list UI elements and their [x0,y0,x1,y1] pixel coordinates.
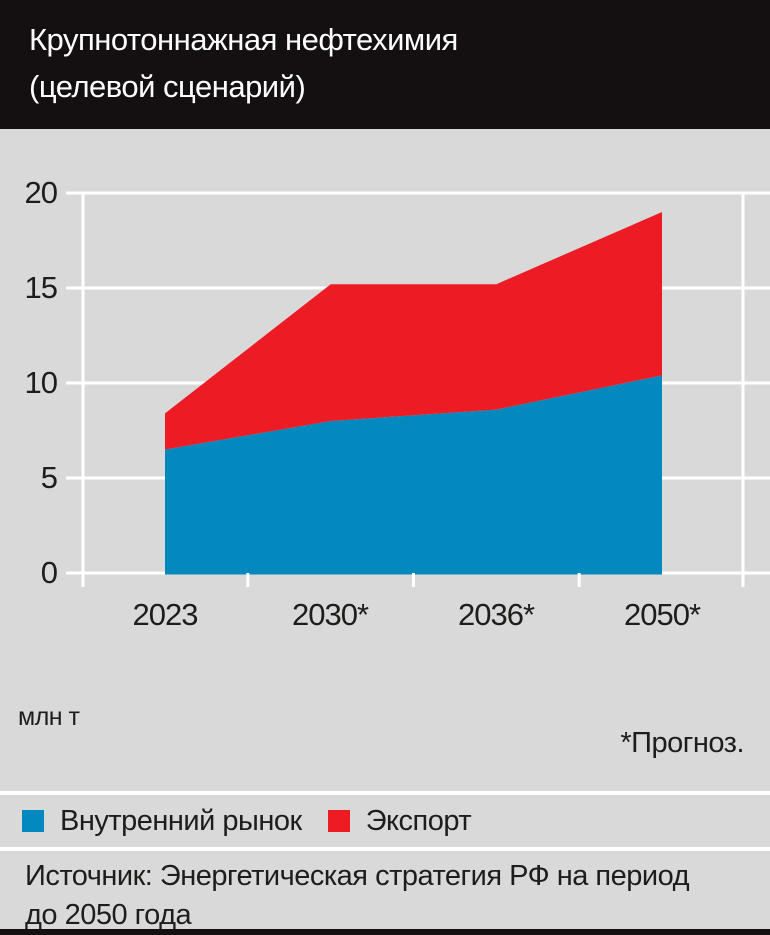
y-axis-tick-label: 5 [40,460,58,495]
chart-header: Крупнотоннажная нефтехимия (целевой сцен… [0,0,770,129]
x-axis-tick-label: 2030* [291,597,369,632]
legend-separator-bottom [0,847,770,851]
x-axis-tick-label: 2036* [457,597,535,632]
domestic-market-swatch [22,810,44,832]
y-axis-unit-label: млн т [18,703,80,731]
y-axis-tick-label: 15 [24,270,58,305]
chart-title-line-2: (целевой сценарий) [29,69,306,104]
legend-item-domestic-market: Внутренний рынок [22,805,302,838]
source-note-line-2: до 2050 года [25,899,192,931]
legend-label-export: Экспорт [365,804,472,837]
area-domestic-market [165,375,662,575]
x-axis-tick-label: 2023 [132,597,199,632]
forecast-footnote: *Прогноз. [620,727,744,759]
bottom-border-strip [0,929,770,935]
y-axis-tick-label: 10 [24,365,58,400]
source-note-line-1: Источник: Энергетическая стратегия РФ на… [25,860,690,892]
area-export [165,212,662,450]
y-axis-tick-label: 0 [40,555,58,590]
legend-separator-top [0,791,770,795]
export-swatch [327,810,350,832]
legend: Внутренний рынок Экспорт [0,795,770,847]
chart-title-line-1: Крупнотоннажная нефтехимия [29,22,458,57]
x-axis-tick-label: 2050* [623,597,701,632]
legend-item-export: Экспорт [327,804,472,838]
y-axis-tick-label: 20 [24,175,58,210]
source-note: Источник: Энергетическая стратегия РФ на… [25,857,745,935]
legend-label-domestic-market: Внутренний рынок [60,804,302,837]
